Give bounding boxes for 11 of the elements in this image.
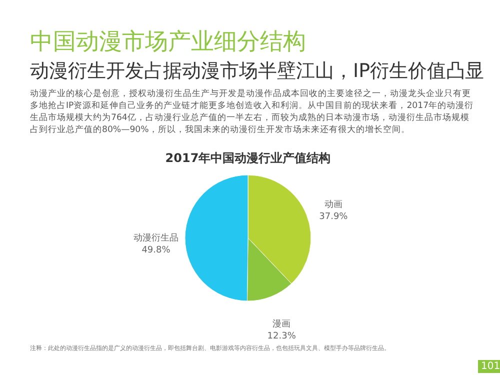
data-label: 12.3% <box>267 332 296 342</box>
chart-subtitle: 动漫衍生开发占据动漫市场半壁江山，IP衍生价值凸显 <box>30 59 484 84</box>
text: 101 <box>478 360 500 373</box>
slice-label: 动画 <box>324 198 342 210</box>
data-label: 37.9% <box>319 212 348 222</box>
slice-label: 动漫衍生品 <box>134 232 178 244</box>
text: 2017年中国动漫行业产值结构 <box>164 150 332 167</box>
data-label: 49.8% <box>142 245 171 256</box>
text: 动漫产业的核心是创意，授权动漫衍生品生产与开发是动漫作品成本回收的主要途径之一，动漫龙头企业只有更多地抢占IP资源和延伸自己业务的产业链才能更多地创造收入和利润。从中国目前的现状来看，2017年的动漫衍生品市场规模大约为764亿，占动漫行业总产值的一半左右，而较为成熟的日本动漫市场，动漫衍生品市场规模占到行业总产值的80%—90%，所以，我国未来的动漫衍生开发市场未来还有很大的增长空间。 <box>30 88 475 136</box>
chart-title: 中国动漫市场产业细分结构 <box>30 28 306 57</box>
slice-label: 漫画 <box>272 318 291 330</box>
